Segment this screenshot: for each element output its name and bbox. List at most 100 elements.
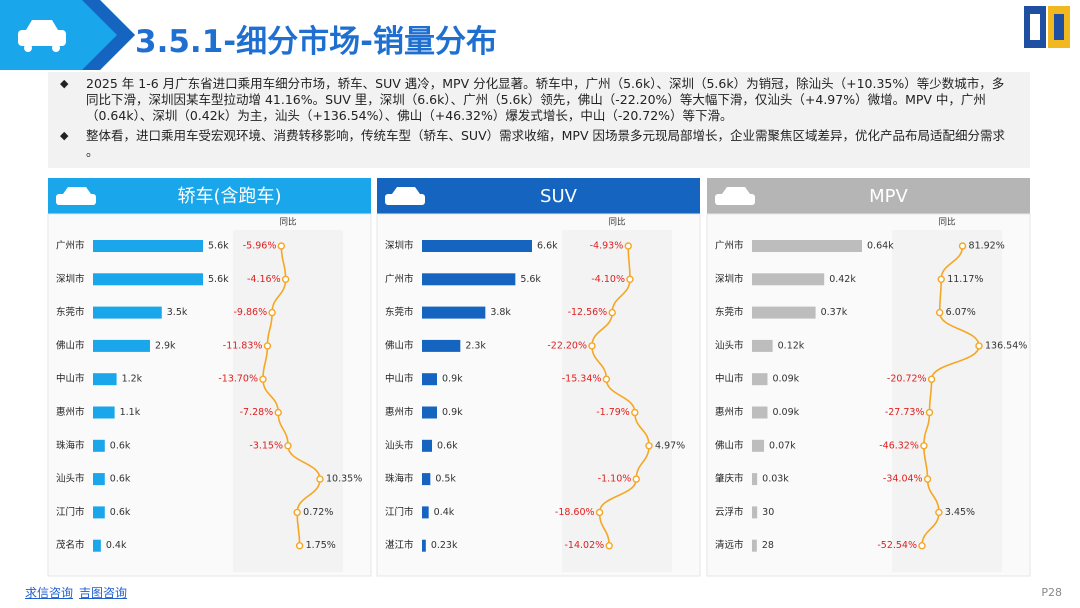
icon-part	[715, 194, 755, 205]
category-label: 东莞市	[715, 306, 744, 318]
icon-part	[56, 194, 96, 205]
bar	[422, 539, 426, 552]
value-label: 0.23k	[431, 540, 458, 551]
change-point	[263, 342, 272, 350]
change-label: -20.72%	[887, 374, 927, 385]
bar	[752, 339, 773, 352]
value-label: 2.9k	[155, 340, 176, 351]
change-line	[262, 245, 321, 546]
header-accent	[82, 0, 135, 70]
bar	[93, 506, 105, 519]
bar	[422, 306, 486, 319]
category-label: 佛山市	[715, 439, 744, 451]
value-label: 0.03k	[762, 474, 789, 485]
change-label: -15.34%	[562, 374, 602, 385]
value-label: 5.6k	[208, 274, 229, 285]
change-label: 0.72%	[303, 507, 333, 518]
category-label: 深圳市	[385, 240, 414, 252]
change-point	[605, 542, 613, 550]
category-label: 云浮市	[715, 506, 744, 518]
category-label: 江门市	[56, 506, 85, 518]
change-label: -22.20%	[547, 340, 587, 351]
category-label: 东莞市	[385, 306, 414, 318]
link[interactable]: 吉图咨询	[79, 586, 128, 600]
value-label: 0.42k	[829, 274, 856, 285]
value-label: 0.37k	[821, 307, 848, 318]
bar	[422, 373, 437, 386]
value-label: 0.4k	[106, 540, 127, 551]
summary: 2025 年 1-6 月广东省进口乘用车细分市场，轿车、SUV 遇冷，MPV 分…	[48, 72, 1030, 168]
category-label: 珠海市	[385, 473, 414, 485]
value-label: 0.4k	[434, 507, 455, 518]
change-point	[588, 342, 596, 350]
icon-part	[722, 187, 750, 194]
change-point	[918, 542, 926, 550]
bar	[93, 473, 105, 486]
bar	[93, 306, 162, 319]
category-label: 中山市	[715, 373, 744, 385]
change-point	[626, 275, 634, 283]
car-icon	[385, 187, 425, 205]
category-label: 广州市	[56, 240, 85, 252]
bar	[752, 273, 825, 286]
value-label: 0.6k	[110, 440, 131, 451]
change-box	[233, 230, 343, 572]
value-label: 1.1k	[120, 407, 141, 418]
change-point	[274, 408, 282, 417]
bar	[93, 406, 115, 419]
value-label: 0.6k	[110, 474, 131, 485]
value-label: 0.9k	[442, 407, 463, 418]
change-label: -34.04%	[883, 474, 923, 485]
change-point	[316, 475, 324, 483]
value-label: 0.6k	[110, 507, 131, 518]
value-label: 0.6k	[437, 440, 458, 451]
car-icon	[18, 20, 66, 52]
change-point	[935, 508, 943, 517]
change-label: -4.10%	[591, 274, 625, 285]
bar	[422, 273, 516, 286]
bar	[422, 439, 432, 452]
category-label: 中山市	[385, 373, 414, 385]
bullet: 整体看，进口乘用车受宏观环境、消费转移影响，传统车型（轿车、SUV）需求收缩，M…	[48, 124, 1030, 160]
change-point	[281, 275, 290, 283]
category-label: 惠州市	[385, 406, 414, 418]
change-point	[624, 242, 632, 250]
value-label: 6.6k	[537, 241, 558, 252]
change-point	[608, 308, 616, 317]
category-label: 江门市	[385, 506, 414, 518]
panel-header	[48, 178, 371, 214]
bar	[93, 339, 150, 352]
category-label: 清远市	[715, 539, 744, 551]
car-icon	[56, 187, 96, 205]
panel-title: SUV	[540, 186, 578, 207]
change-label: -12.56%	[568, 307, 608, 318]
bar	[422, 406, 437, 419]
bar	[93, 240, 203, 252]
link[interactable]: 求信咨询	[25, 586, 74, 600]
bar	[752, 406, 768, 419]
bar	[93, 539, 101, 552]
change-label: 10.35%	[326, 474, 362, 485]
change-point	[259, 375, 267, 383]
change-label: 1.75%	[306, 540, 336, 551]
value-label: 1.2k	[122, 374, 143, 385]
bar	[752, 473, 758, 486]
value-label: 0.09k	[772, 407, 799, 418]
change-title: 同比	[938, 217, 955, 228]
change-point	[284, 442, 292, 450]
change-label: -3.15%	[249, 440, 283, 451]
change-point	[937, 275, 945, 283]
change-point	[927, 375, 936, 383]
value-label: 0.9k	[442, 374, 463, 385]
category-label: 东莞市	[56, 306, 85, 318]
change-point	[293, 508, 301, 517]
change-line	[591, 245, 650, 546]
page-number: P28	[1041, 586, 1062, 599]
change-point	[920, 442, 928, 450]
change-box	[562, 230, 672, 572]
value-label: 5.6k	[208, 241, 229, 252]
logo	[1024, 6, 1070, 48]
value-label: 3.8k	[490, 307, 511, 318]
change-label: -18.60%	[555, 507, 595, 518]
